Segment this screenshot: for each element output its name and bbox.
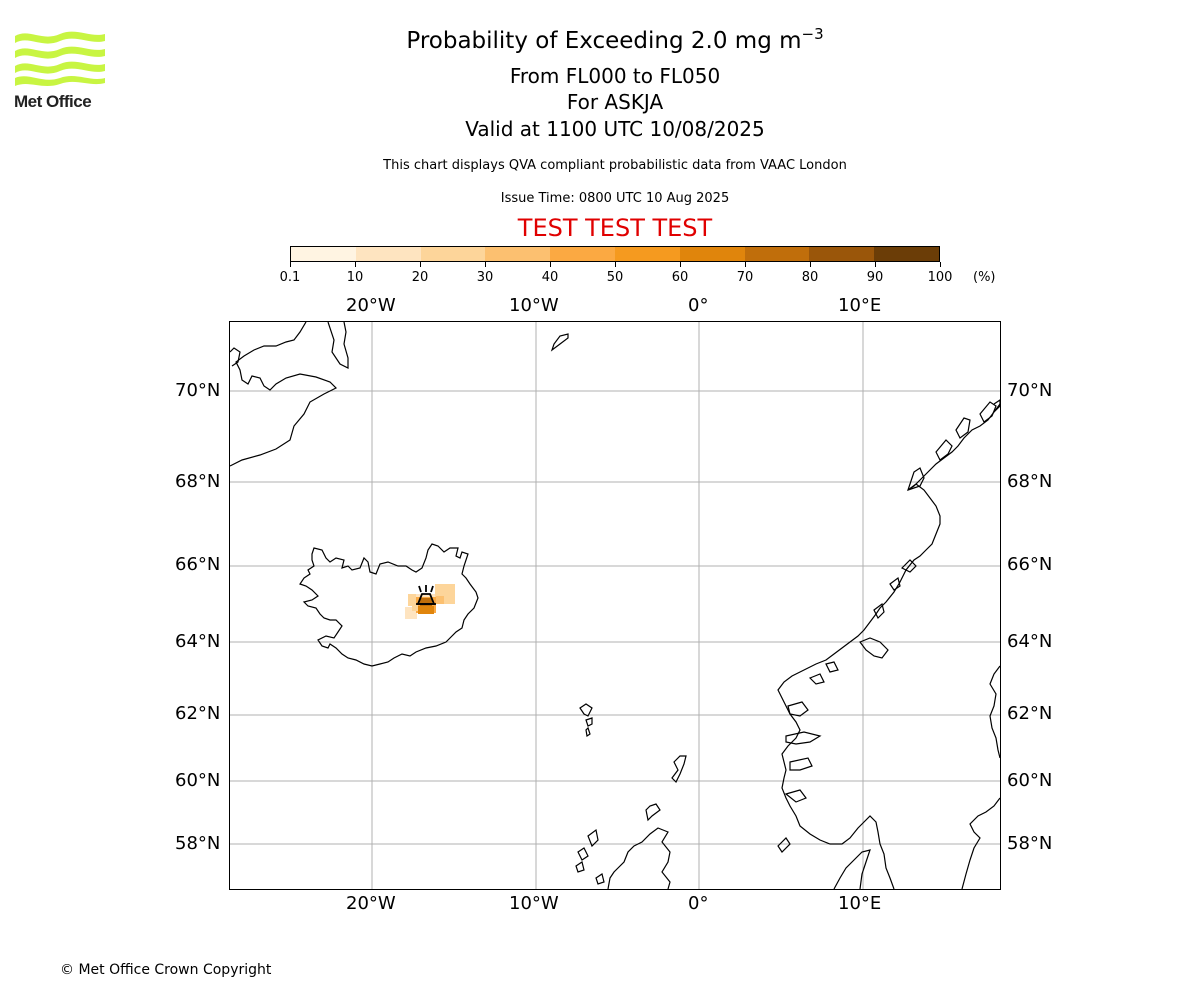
colorbar-segment bbox=[355, 247, 421, 261]
copyright-notice: © Met Office Crown Copyright bbox=[60, 962, 272, 978]
lat-label-left: 64°N bbox=[175, 631, 221, 652]
colorbar-segment bbox=[809, 247, 875, 261]
colorbar-tick bbox=[875, 262, 876, 267]
colorbar-tick-label: 0.1 bbox=[279, 270, 301, 285]
chart-description: This chart displays QVA compliant probab… bbox=[383, 158, 847, 173]
lat-label-right: 70°N bbox=[1007, 380, 1053, 401]
lat-label-right: 68°N bbox=[1007, 471, 1053, 492]
lon-label-top: 10°E bbox=[838, 295, 882, 316]
volcano-icon bbox=[416, 585, 436, 605]
flight-level-range: From FL000 to FL050 bbox=[509, 64, 721, 88]
met-office-logo: Met Office bbox=[14, 30, 110, 112]
lat-label-left: 66°N bbox=[175, 554, 221, 575]
lon-label-bottom: 20°W bbox=[346, 893, 396, 914]
colorbar-tick bbox=[680, 262, 681, 267]
lon-label-top: 20°W bbox=[346, 295, 396, 316]
colorbar-segment bbox=[550, 247, 615, 261]
colorbar-segment bbox=[874, 247, 939, 261]
lat-label-left: 58°N bbox=[175, 833, 221, 854]
lon-label-bottom: 10°E bbox=[838, 893, 882, 914]
lat-label-left: 62°N bbox=[175, 703, 221, 724]
met-office-wave-logo-icon bbox=[15, 31, 105, 86]
colorbar-tick-label: 50 bbox=[606, 270, 624, 285]
colorbar-tick bbox=[485, 262, 486, 267]
lat-label-right: 66°N bbox=[1007, 554, 1053, 575]
colorbar-tick bbox=[810, 262, 811, 267]
logo-text: Met Office bbox=[14, 92, 92, 111]
colorbar-tick-label: 90 bbox=[866, 270, 884, 285]
colorbar-tick-label: 10 bbox=[346, 270, 364, 285]
colorbar-tick-label: 20 bbox=[411, 270, 429, 285]
test-banner: TEST TEST TEST bbox=[517, 214, 713, 242]
lon-label-top: 0° bbox=[688, 295, 709, 316]
lat-label-left: 70°N bbox=[175, 380, 221, 401]
lat-label-left: 60°N bbox=[175, 770, 221, 791]
colorbar-tick bbox=[420, 262, 421, 267]
colorbar bbox=[290, 246, 940, 262]
colorbar-segment bbox=[679, 247, 745, 261]
colorbar-tick bbox=[355, 262, 356, 267]
colorbar-segment bbox=[744, 247, 810, 261]
colorbar-segment bbox=[485, 247, 551, 261]
colorbar-tick-label: 100 bbox=[927, 270, 953, 285]
colorbar-tick-label: 40 bbox=[541, 270, 559, 285]
lat-label-left: 68°N bbox=[175, 471, 221, 492]
graticule bbox=[230, 322, 1000, 889]
lat-label-right: 60°N bbox=[1007, 770, 1053, 791]
lat-label-right: 62°N bbox=[1007, 703, 1053, 724]
volcano-name: For ASKJA bbox=[566, 90, 664, 114]
colorbar-segment bbox=[614, 247, 680, 261]
colorbar-tick-label: 80 bbox=[801, 270, 819, 285]
colorbar-tick bbox=[550, 262, 551, 267]
lat-label-right: 58°N bbox=[1007, 833, 1053, 854]
colorbar-tick bbox=[615, 262, 616, 267]
colorbar-tick bbox=[290, 262, 291, 267]
colorbar-tick-label: 30 bbox=[476, 270, 494, 285]
coastlines bbox=[230, 322, 1000, 889]
colorbar-tick-label: 70 bbox=[736, 270, 754, 285]
ash-plume bbox=[405, 584, 455, 619]
chart-title: Probability of Exceeding 2.0 mg m−3 bbox=[406, 25, 824, 55]
lon-label-bottom: 10°W bbox=[509, 893, 559, 914]
lon-label-top: 10°W bbox=[509, 295, 559, 316]
colorbar-segment bbox=[291, 247, 356, 261]
colorbar-tick-label: 60 bbox=[671, 270, 689, 285]
colorbar-tick bbox=[745, 262, 746, 267]
colorbar-tick bbox=[940, 262, 941, 267]
colorbar-unit: (%) bbox=[973, 270, 996, 285]
lon-label-bottom: 0° bbox=[688, 893, 709, 914]
lat-label-right: 64°N bbox=[1007, 631, 1053, 652]
issue-time: Issue Time: 0800 UTC 10 Aug 2025 bbox=[500, 191, 730, 206]
valid-time: Valid at 1100 UTC 10/08/2025 bbox=[465, 117, 765, 141]
map-svg bbox=[230, 322, 1000, 889]
colorbar-segment bbox=[420, 247, 486, 261]
map-panel bbox=[229, 321, 1001, 890]
